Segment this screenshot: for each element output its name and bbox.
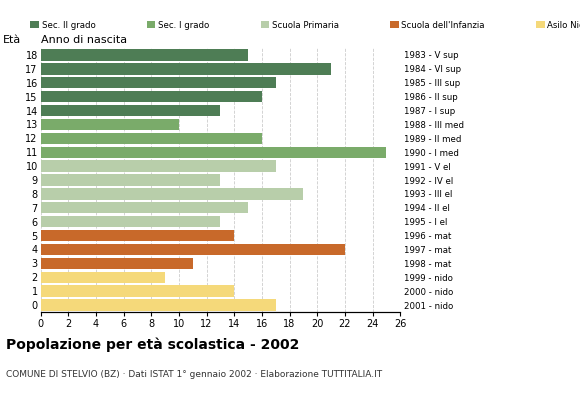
Bar xyxy=(41,230,234,241)
Bar xyxy=(41,299,276,311)
Bar xyxy=(41,146,386,158)
Bar xyxy=(41,91,262,102)
Bar xyxy=(41,160,276,172)
Bar xyxy=(41,119,179,130)
Legend: Sec. II grado, Sec. I grado, Scuola Primaria, Scuola dell'Infanzia, Asilo Nido: Sec. II grado, Sec. I grado, Scuola Prim… xyxy=(27,17,580,33)
Bar xyxy=(41,174,220,186)
Bar xyxy=(41,216,220,227)
Bar xyxy=(41,63,331,74)
Bar xyxy=(41,258,193,269)
Bar xyxy=(41,244,345,255)
Text: Anno di nascita: Anno di nascita xyxy=(41,35,126,45)
Bar xyxy=(41,286,234,297)
Bar xyxy=(41,49,248,61)
Bar xyxy=(41,77,276,88)
Bar xyxy=(41,272,165,283)
Text: Età: Età xyxy=(3,35,21,45)
Text: COMUNE DI STELVIO (BZ) · Dati ISTAT 1° gennaio 2002 · Elaborazione TUTTITALIA.IT: COMUNE DI STELVIO (BZ) · Dati ISTAT 1° g… xyxy=(6,370,382,379)
Bar xyxy=(41,133,262,144)
Text: Popolazione per età scolastica - 2002: Popolazione per età scolastica - 2002 xyxy=(6,338,299,352)
Bar xyxy=(41,105,220,116)
Bar xyxy=(41,188,303,200)
Bar xyxy=(41,202,248,214)
